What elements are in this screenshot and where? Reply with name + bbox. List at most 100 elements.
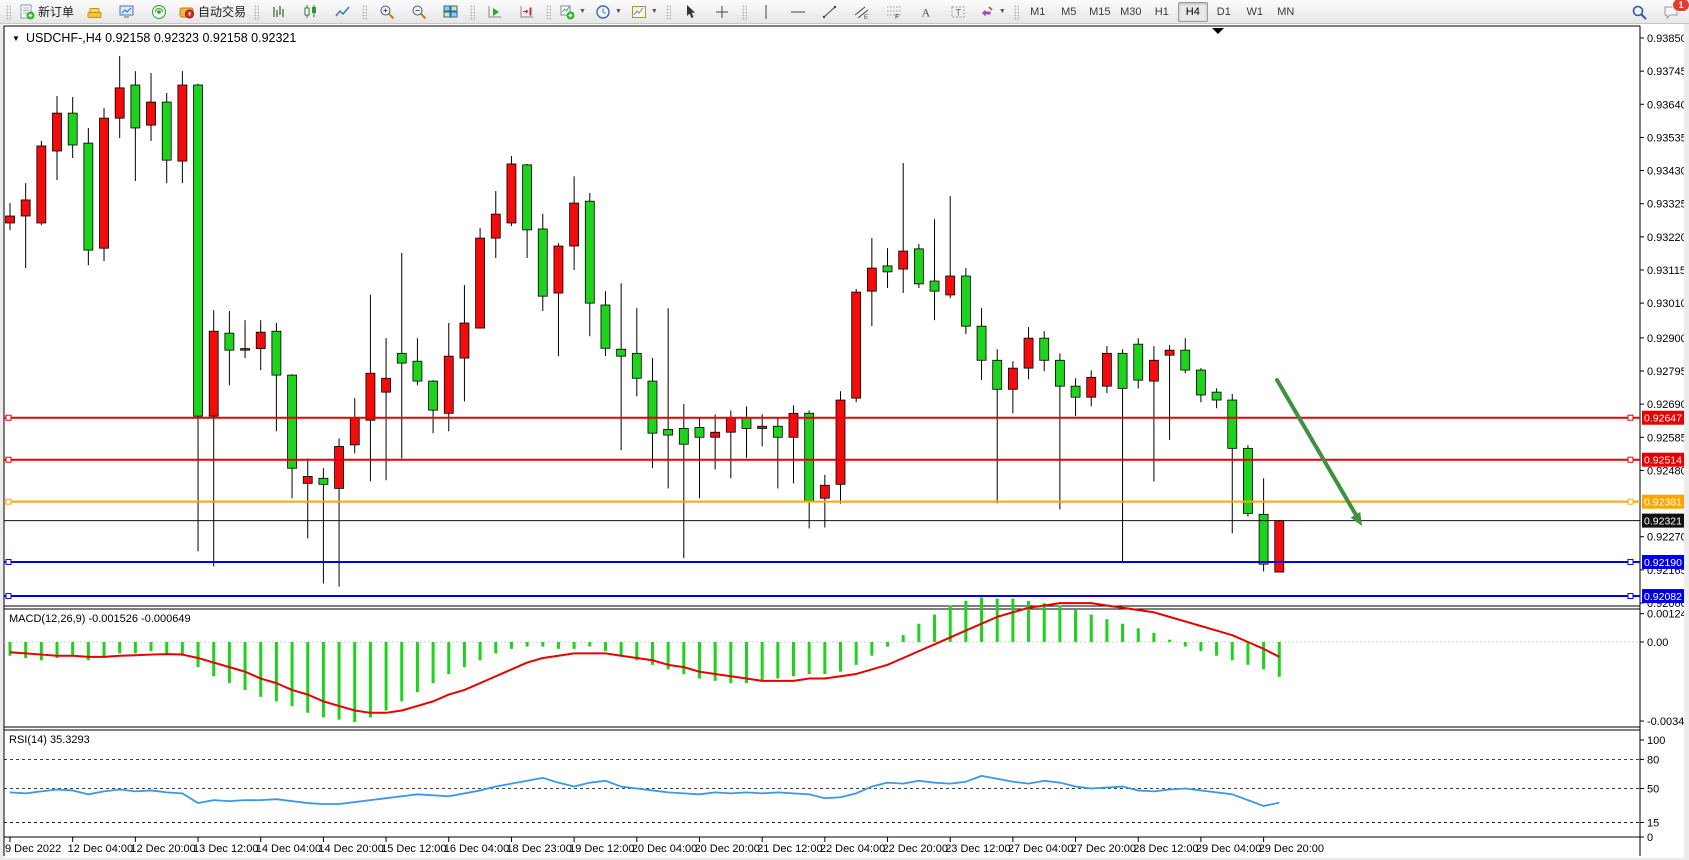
line-handle[interactable] bbox=[1627, 558, 1634, 565]
line-handle[interactable] bbox=[5, 498, 12, 505]
horizontal-line-object[interactable]: 0.92647 bbox=[4, 410, 1684, 425]
monitor-icon bbox=[119, 4, 135, 20]
candle bbox=[1180, 338, 1191, 374]
zoom-in-button[interactable] bbox=[371, 1, 402, 23]
candle bbox=[52, 96, 62, 181]
zoom-out-button[interactable] bbox=[403, 1, 434, 23]
line-handle[interactable] bbox=[5, 456, 12, 463]
chevron-down-icon: ▼ bbox=[650, 8, 658, 15]
candle-body bbox=[1133, 343, 1144, 381]
macd-histogram-bar bbox=[1183, 642, 1187, 647]
candle-body bbox=[616, 348, 627, 357]
candle bbox=[5, 203, 15, 231]
candle bbox=[1133, 338, 1144, 389]
notification-badge: 1 bbox=[1672, 0, 1689, 12]
equidistant-channel-button[interactable]: E bbox=[847, 1, 878, 23]
search-button[interactable] bbox=[1623, 1, 1654, 23]
signals-button[interactable] bbox=[143, 1, 174, 23]
horizontal-line-object[interactable]: 0.92514 bbox=[4, 452, 1684, 467]
macd-histogram-bar bbox=[1105, 619, 1109, 642]
macd-indicator-label: MACD(12,26,9) -0.001526 -0.000649 bbox=[9, 613, 191, 625]
macd-histogram-bar bbox=[1058, 605, 1062, 642]
cursor-button[interactable] bbox=[675, 1, 706, 23]
line-handle[interactable] bbox=[1627, 414, 1634, 421]
trend-arrow-line[interactable] bbox=[1275, 378, 1358, 517]
candle-body bbox=[1054, 359, 1065, 387]
candle bbox=[20, 183, 31, 269]
candle bbox=[1007, 361, 1018, 414]
candle bbox=[490, 191, 501, 259]
candlestick-chart-button[interactable] bbox=[295, 1, 326, 23]
chart-shift-button[interactable] bbox=[511, 1, 542, 23]
tile-windows-button[interactable] bbox=[435, 1, 466, 23]
timeframe-m15-button[interactable]: M15 bbox=[1089, 5, 1111, 18]
trendline-button[interactable] bbox=[815, 1, 846, 23]
text-button[interactable]: A bbox=[911, 1, 942, 23]
arrows-button[interactable]: ▼ bbox=[975, 1, 1010, 23]
line-handle[interactable] bbox=[5, 414, 12, 421]
macd-signal-line bbox=[9, 602, 1280, 714]
bar-chart-button[interactable] bbox=[263, 1, 294, 23]
macd-histogram-bar bbox=[666, 642, 670, 670]
macd-histogram-bar bbox=[368, 642, 372, 718]
timeframe-m30-button[interactable]: M30 bbox=[1120, 5, 1142, 18]
market-watch-button[interactable] bbox=[111, 1, 142, 23]
auto-scroll-button[interactable] bbox=[479, 1, 510, 23]
candles-icon bbox=[303, 4, 319, 20]
line-handle[interactable] bbox=[5, 593, 12, 600]
templates-button[interactable]: ▼ bbox=[627, 1, 662, 23]
candle-body bbox=[20, 199, 31, 217]
timeframe-w1-button[interactable]: W1 bbox=[1246, 5, 1264, 18]
timeframe-m5-button[interactable]: M5 bbox=[1061, 5, 1077, 18]
line-handle[interactable] bbox=[1627, 498, 1634, 505]
macd-histogram-bar bbox=[149, 642, 153, 652]
candle bbox=[631, 308, 642, 397]
time-tick-label: 16 Dec 04:00 bbox=[444, 843, 509, 855]
fibonacci-button[interactable]: F bbox=[879, 1, 910, 23]
rsi-axis-label: 80 bbox=[1647, 754, 1659, 766]
horizontal-line-button[interactable] bbox=[783, 1, 814, 23]
macd-histogram-bar bbox=[1089, 614, 1093, 642]
fibonacci-icon: F bbox=[886, 4, 902, 21]
candle-body bbox=[490, 213, 501, 239]
periods-button[interactable]: ▼ bbox=[591, 1, 626, 23]
time-tick-label: 21 Dec 12:00 bbox=[757, 843, 822, 855]
new-order-button[interactable]: 新订单 bbox=[15, 1, 78, 23]
candle-body bbox=[177, 84, 188, 162]
price-level-flag bbox=[1642, 494, 1684, 509]
line-handle[interactable] bbox=[1627, 456, 1634, 463]
horizontal-line-object[interactable]: 0.92190 bbox=[4, 554, 1684, 569]
chart-shift-marker[interactable] bbox=[1212, 28, 1224, 34]
autotrading-button[interactable]: 自动交易 bbox=[175, 1, 250, 23]
chevron-down-icon: ▼ bbox=[998, 8, 1006, 15]
candle bbox=[945, 196, 956, 299]
crosshair-button[interactable] bbox=[707, 1, 738, 23]
macd-histogram-bar bbox=[854, 642, 858, 665]
chevron-down-icon: ▼ bbox=[579, 8, 586, 15]
trend-arrow-object[interactable] bbox=[1275, 378, 1362, 526]
line-handle[interactable] bbox=[5, 558, 12, 565]
line-chart-button[interactable] bbox=[327, 1, 358, 23]
timeframe-d1-button[interactable]: D1 bbox=[1216, 5, 1231, 18]
symbol-dropdown-icon: ▼ bbox=[12, 34, 20, 43]
vline-icon bbox=[758, 4, 774, 20]
horizontal-line-object[interactable]: 0.92381 bbox=[4, 494, 1684, 509]
indicators-button[interactable]: ▼ bbox=[555, 1, 590, 23]
timeframe-h1-button[interactable]: H1 bbox=[1154, 5, 1169, 18]
line-handle[interactable] bbox=[1627, 593, 1634, 600]
timeframe-h4-button[interactable]: H4 bbox=[1177, 1, 1208, 22]
horizontal-line-object[interactable]: 0.92082 bbox=[4, 589, 1684, 604]
timeframe-m1-button[interactable]: M1 bbox=[1030, 5, 1046, 18]
timeframe-mn-button[interactable]: MN bbox=[1277, 5, 1295, 18]
time-tick-label: 23 Dec 12:00 bbox=[945, 843, 1010, 855]
trend-arrow-head[interactable] bbox=[1350, 512, 1362, 526]
charts-window-button[interactable] bbox=[79, 1, 110, 23]
vertical-line-button[interactable] bbox=[751, 1, 782, 23]
candle-body bbox=[5, 215, 15, 224]
candle-body bbox=[1086, 376, 1097, 398]
candle-body bbox=[83, 142, 94, 251]
candle-body bbox=[52, 112, 62, 152]
notifications-button[interactable]: 1 bbox=[1655, 0, 1689, 23]
text-label-button[interactable]: T bbox=[943, 1, 974, 23]
